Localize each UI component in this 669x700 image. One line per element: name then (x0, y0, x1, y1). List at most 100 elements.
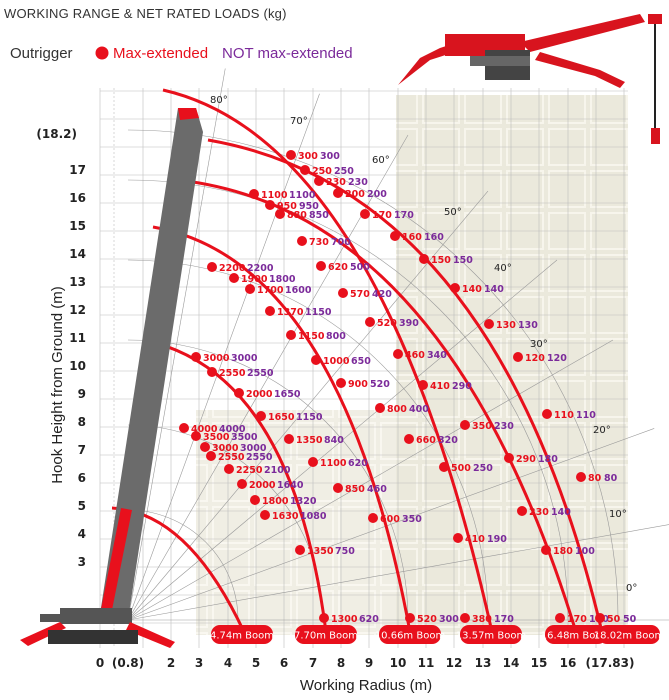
load-marker (333, 188, 343, 198)
load-marker (555, 613, 565, 623)
load-max-value: 140 (462, 284, 482, 295)
load-marker (191, 431, 201, 441)
load-marker (207, 367, 217, 377)
load-not-max-value: 140 (484, 284, 504, 295)
x-tick-label: (0.8) (112, 656, 144, 670)
load-not-max-value: 850 (309, 210, 329, 221)
x-tick-label: 5 (252, 656, 260, 670)
load-marker (275, 209, 285, 219)
load-max-value: 850 (345, 484, 365, 495)
load-max-value: 3500 (203, 432, 230, 443)
load-not-max-value: 1640 (277, 480, 304, 491)
load-marker (250, 495, 260, 505)
load-max-value: 230 (529, 507, 549, 518)
load-not-max-value: 1800 (269, 274, 296, 285)
load-not-max-value: 4000 (219, 424, 246, 435)
x-tick-label: 9 (365, 656, 373, 670)
load-max-value: 600 (380, 514, 400, 525)
load-marker (404, 434, 414, 444)
load-max-value: 800 (387, 404, 407, 415)
load-not-max-value: 950 (299, 201, 319, 212)
load-marker (311, 355, 321, 365)
load-max-value: 1800 (262, 496, 289, 507)
y-tick-label: 5 (78, 499, 86, 513)
load-marker (237, 479, 247, 489)
load-max-value: 410 (465, 534, 485, 545)
load-max-value: 3000 (203, 353, 230, 364)
load-max-value: 160 (402, 232, 422, 243)
load-marker (229, 273, 239, 283)
boom-badge-label: 13.57m Boom (456, 631, 526, 642)
angle-label: 80° (210, 95, 228, 106)
load-max-value: 350 (472, 421, 492, 432)
x-tick-label: 15 (531, 656, 548, 670)
load-not-max-value: 120 (547, 353, 567, 364)
angle-labels: 80° 70° 60° 50° 40° 30° 20° 10° 0° (210, 95, 637, 594)
load-max-value: 1350 (296, 435, 323, 446)
load-max-value: 120 (525, 353, 545, 364)
load-marker (390, 231, 400, 241)
load-marker (375, 403, 385, 413)
load-not-max-value: 1150 (305, 307, 332, 318)
load-not-max-value: 620 (359, 614, 379, 625)
load-not-max-value: 2100 (264, 465, 291, 476)
load-not-max-value: 1650 (274, 389, 301, 400)
y-tick-label: 11 (69, 331, 86, 345)
y-tick-label: 7 (78, 443, 86, 457)
load-not-max-value: 750 (335, 546, 355, 557)
load-max-value: 2000 (249, 480, 276, 491)
load-marker (419, 254, 429, 264)
load-not-max-value: 320 (438, 435, 458, 446)
load-not-max-value: 3000 (231, 353, 258, 364)
load-marker (179, 423, 189, 433)
load-max-value: 500 (451, 463, 471, 474)
y-tick-label: 3 (78, 555, 86, 569)
angle-label: 40° (494, 263, 512, 274)
load-max-value: 1370 (277, 307, 304, 318)
load-marker (308, 457, 318, 467)
load-not-max-value: 130 (518, 320, 538, 331)
boom-badge (545, 625, 607, 644)
load-not-max-value: 80 (604, 473, 618, 484)
load-max-value: 250 (312, 166, 332, 177)
load-not-max-value: 50 (623, 614, 637, 625)
load-not-max-value: 290 (452, 381, 472, 392)
legend-max-extended: Max-extended (113, 45, 208, 62)
load-not-max-value: 150 (453, 255, 473, 266)
load-not-max-value: 650 (351, 356, 371, 367)
load-not-max-value: 160 (424, 232, 444, 243)
x-tick-label: 2 (167, 656, 175, 670)
radius-circle (127, 179, 569, 621)
x-tick-label: 16 (560, 656, 577, 670)
boom-badge (460, 625, 522, 644)
load-not-max-value: 110 (576, 410, 596, 421)
load-max-value: 380 (472, 614, 492, 625)
load-max-value: 1300 (331, 614, 358, 625)
load-not-max-value: 180 (538, 454, 558, 465)
angle-label: 30° (530, 339, 548, 350)
load-marker (418, 380, 428, 390)
load-marker (284, 434, 294, 444)
load-marker (542, 409, 552, 419)
load-marker (265, 306, 275, 316)
boom-arc (162, 88, 494, 633)
load-marker (393, 349, 403, 359)
angle-label: 10° (609, 509, 627, 520)
load-max-value: 410 (430, 381, 450, 392)
boom-arc (152, 225, 412, 633)
crane-boom (20, 108, 203, 648)
angle-label: 20° (593, 425, 611, 436)
load-marker (453, 533, 463, 543)
load-max-value: 1350 (307, 546, 334, 557)
load-not-max-value: 840 (324, 435, 344, 446)
load-not-max-value: 500 (350, 262, 370, 273)
load-marker (200, 442, 210, 452)
load-marker (260, 510, 270, 520)
x-tick-label: 11 (418, 656, 435, 670)
load-max-value: 1100 (320, 458, 347, 469)
load-not-max-value: 460 (367, 484, 387, 495)
radius-circle (127, 129, 619, 621)
angle-label: 0° (626, 583, 637, 594)
y-axis-ticks: 3 4 5 6 7 8 9 10 11 12 13 14 15 16 17 (18.2) (36, 127, 86, 569)
